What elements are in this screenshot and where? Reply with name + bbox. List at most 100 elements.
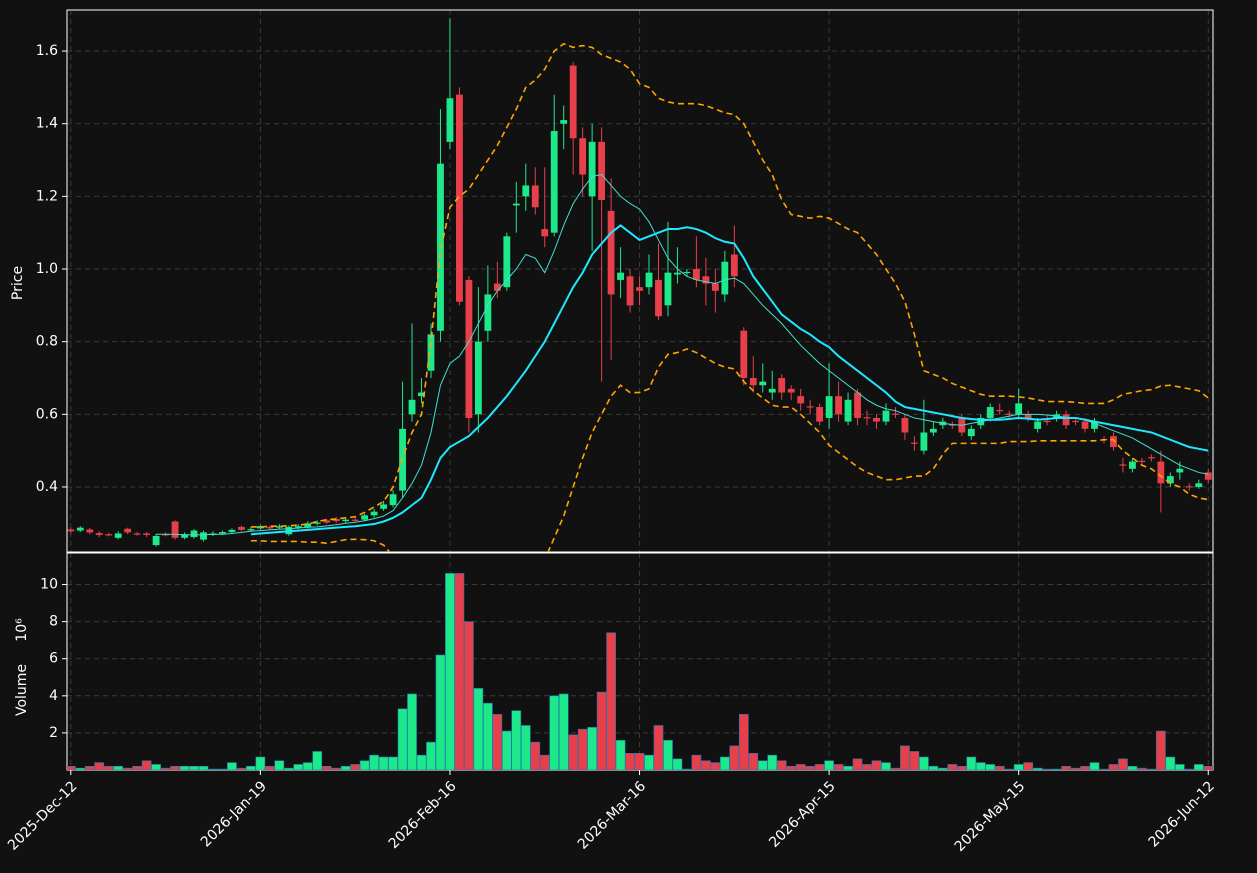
x-tick-label: 2025-Dec-12 <box>5 778 80 853</box>
volume-bar <box>691 754 702 770</box>
volume-bar <box>956 765 967 770</box>
candle-body <box>569 65 577 139</box>
volume-bar <box>1070 767 1081 770</box>
volume-bar <box>1174 764 1185 770</box>
volume-bar <box>236 767 247 770</box>
volume-bar <box>1137 767 1147 770</box>
candle-body <box>152 536 160 546</box>
volume-bar <box>919 756 929 770</box>
volume-axis-label: Volume <box>14 664 30 716</box>
volume-bar <box>464 621 474 770</box>
candle-body <box>1005 413 1013 415</box>
candle-body <box>806 406 814 408</box>
plot-layer: 0.4 0.6 0.8 1.0 1.2 1.4 1.6 2 4 6 8 10 2025-Dec-12 20… <box>5 9 1218 855</box>
volume-bar <box>1165 756 1176 770</box>
candle-body <box>456 94 463 302</box>
candle-body <box>1157 461 1165 484</box>
candle-body <box>1024 414 1032 418</box>
candle-body <box>967 428 975 437</box>
candle-body <box>76 527 84 531</box>
candle-body <box>674 272 681 275</box>
candle-body <box>1147 457 1155 459</box>
volume-bar <box>975 762 986 770</box>
candle-body <box>664 272 672 306</box>
volume-bar <box>312 751 323 770</box>
volume-bar <box>928 765 939 770</box>
candle-body <box>1062 414 1070 426</box>
volume-bar <box>388 756 398 770</box>
candle-body <box>1185 486 1193 488</box>
candle-body <box>617 272 624 280</box>
volume-bar <box>483 702 493 770</box>
volume-bar <box>719 756 730 770</box>
y-tick-label: 2 <box>49 725 58 741</box>
volume-bar <box>141 760 152 770</box>
x-tick-label: 2026-Apr-15 <box>766 778 839 851</box>
candle-body <box>901 417 909 433</box>
indicator-line <box>250 224 1209 536</box>
volume-bar <box>75 767 86 770</box>
candle-body <box>474 341 482 415</box>
candle-body <box>1072 420 1079 423</box>
volume-bar <box>321 765 332 770</box>
candle-body <box>190 530 198 538</box>
candle-body <box>95 533 103 535</box>
candle-body <box>882 410 890 422</box>
candle-body <box>408 399 416 415</box>
volume-bar <box>454 573 465 770</box>
candle-body <box>133 533 141 535</box>
volume-bar <box>1118 758 1128 770</box>
candle-body <box>247 529 255 531</box>
y-tick-label: 6 <box>49 651 58 667</box>
volume-bar <box>814 764 825 770</box>
volume-bar <box>862 764 872 770</box>
volume-bar <box>966 756 977 770</box>
volume-bar <box>615 740 626 770</box>
candle-body <box>1119 464 1127 466</box>
volume-bar <box>577 728 588 770</box>
volume-bar <box>255 756 266 770</box>
candle-body <box>446 98 454 142</box>
volume-bar <box>151 764 161 770</box>
indicator-line <box>250 348 1209 552</box>
candles <box>67 18 1212 552</box>
volume-bar <box>369 754 379 770</box>
volume-bar <box>900 745 910 770</box>
candle-body <box>1081 421 1089 429</box>
candle-body <box>844 399 852 422</box>
volume-bar <box>1184 768 1195 770</box>
candle-body <box>351 519 359 521</box>
x-tick-label: 2026-Mar-16 <box>575 778 649 852</box>
candle-body <box>787 388 795 393</box>
candle-body <box>275 526 283 528</box>
volume-bar <box>701 760 711 770</box>
volume-bar <box>1089 762 1100 770</box>
volume-bar <box>748 753 759 770</box>
volume-bar <box>1032 767 1043 770</box>
volume-bar <box>549 695 560 770</box>
candle-body <box>1176 468 1184 473</box>
candle-body <box>143 533 151 535</box>
candle-body <box>711 283 719 291</box>
volume-bar <box>67 765 76 770</box>
candle-body <box>986 407 994 418</box>
candle-body <box>503 236 511 288</box>
y-tick-label: 1.6 <box>36 43 58 59</box>
candle-body <box>531 185 539 208</box>
volume-bar <box>331 767 342 770</box>
volume-bar <box>1108 764 1119 770</box>
volume-bar <box>1193 764 1204 770</box>
candle-body <box>1091 421 1098 429</box>
volume-bar <box>1061 765 1071 770</box>
candle-body <box>948 424 956 426</box>
volume-bar <box>587 727 597 770</box>
price-axis-label: Price <box>10 266 26 300</box>
candle-body <box>86 529 94 533</box>
candle-body <box>579 138 587 175</box>
volume-bar <box>511 710 522 770</box>
candle-body <box>835 396 842 415</box>
volume-bar <box>208 768 218 770</box>
candle-body <box>237 526 245 530</box>
volume-bar <box>606 632 616 770</box>
